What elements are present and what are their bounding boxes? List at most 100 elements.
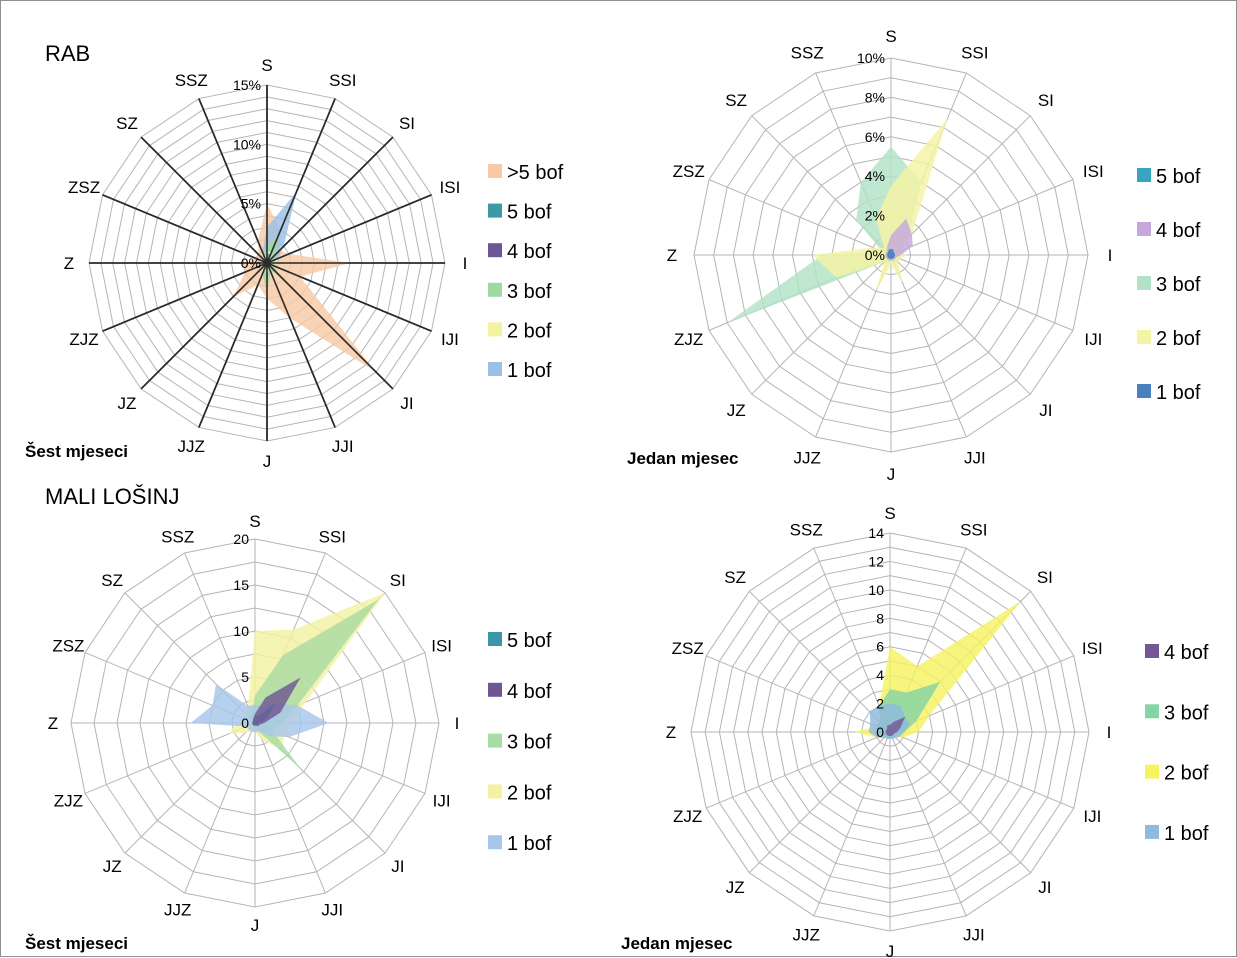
tick-label: 15 bbox=[233, 577, 249, 593]
tick-label: 6 bbox=[876, 639, 884, 655]
legend-label-4-bof: 4 bof bbox=[1156, 220, 1201, 242]
legend-label-1-bof: 1 bof bbox=[507, 360, 552, 382]
legend-swatch-2-bof bbox=[1137, 330, 1151, 344]
legend-swatch-2-bof bbox=[1145, 764, 1159, 779]
direction-label-ssi: SSI bbox=[329, 71, 356, 90]
direction-label-z: Z bbox=[666, 723, 676, 742]
legend-label-5-bof: 5 bof bbox=[507, 202, 552, 224]
tick-label: 4% bbox=[865, 168, 885, 184]
direction-label-iji: IJI bbox=[433, 791, 451, 810]
radial-spoke bbox=[889, 731, 967, 917]
radial-spoke bbox=[751, 254, 892, 395]
legend-swatch-4-bof bbox=[488, 682, 502, 697]
radial-spoke-overlay bbox=[102, 194, 268, 264]
direction-label-jjz: JJZ bbox=[164, 901, 191, 920]
radial-spoke bbox=[184, 722, 256, 894]
legend-swatch-1-bof bbox=[1145, 824, 1159, 839]
legend-swatch-5-bof bbox=[1137, 168, 1151, 182]
legend-swatch-3-bof bbox=[488, 733, 502, 748]
series-area-4-bof bbox=[252, 677, 301, 727]
tick-label: 2% bbox=[865, 208, 885, 224]
radial-spoke bbox=[84, 722, 256, 794]
direction-label-z: Z bbox=[64, 254, 74, 273]
radial-spoke bbox=[124, 722, 256, 854]
direction-label-si: SI bbox=[390, 571, 406, 590]
direction-label-s: S bbox=[249, 512, 260, 531]
direction-label-ssz: SSZ bbox=[161, 527, 194, 546]
tick-label: 5% bbox=[241, 196, 261, 212]
radial-spoke-overlay bbox=[266, 262, 394, 390]
legend-label-3-bof: 3 bof bbox=[1156, 274, 1201, 296]
legend-swatch-5-bof bbox=[488, 632, 502, 646]
direction-label-iji: IJI bbox=[1083, 807, 1101, 826]
direction-label-jji: JJI bbox=[321, 901, 343, 920]
legend-swatch-4-bof bbox=[1145, 644, 1159, 658]
direction-label-sz: SZ bbox=[116, 114, 138, 133]
radial-spoke-overlay bbox=[266, 136, 394, 264]
radial-spoke bbox=[705, 731, 891, 809]
tick-label: 8 bbox=[876, 610, 884, 626]
tick-label: 0% bbox=[865, 247, 885, 263]
radial-spoke-overlay bbox=[198, 98, 268, 264]
radial-spoke-overlay bbox=[102, 262, 268, 332]
section-title-rab: RAB bbox=[45, 41, 90, 66]
legend-label-1-bof: 1 bof bbox=[1164, 823, 1209, 845]
direction-label-s: S bbox=[884, 504, 895, 523]
period-label-rab-one-month: Jedan mjesec bbox=[627, 449, 739, 468]
legend-label-1-bof: 1 bof bbox=[507, 833, 552, 855]
direction-label-zsz: ZSZ bbox=[672, 639, 704, 658]
radial-spoke bbox=[890, 254, 967, 438]
tick-label: 10% bbox=[233, 136, 261, 152]
legend-label-2-bof: 2 bof bbox=[507, 782, 552, 804]
direction-label-iji: IJI bbox=[1084, 330, 1102, 349]
direction-label-i: I bbox=[1108, 246, 1113, 265]
direction-label-si: SI bbox=[1037, 568, 1053, 587]
wind-rose-chart-2: 0% 2% 4% 6% 8% 10%S SSI SI ISI I IJI JI JJI J JJZ JZ ZJZ… bbox=[667, 27, 1201, 484]
legend-swatch-2-bof bbox=[488, 784, 502, 799]
tick-label: 2 bbox=[876, 696, 884, 712]
direction-label-zsz: ZSZ bbox=[52, 637, 84, 656]
legend-swatch-1-bof bbox=[1137, 384, 1151, 398]
radial-spoke-overlay bbox=[140, 262, 268, 390]
radial-spoke bbox=[890, 115, 1031, 256]
direction-label-isi: ISI bbox=[431, 637, 452, 656]
legend-label-2-bof: 2 bof bbox=[507, 320, 552, 342]
direction-label-jz: JZ bbox=[118, 394, 137, 413]
direction-label-i: I bbox=[1107, 723, 1112, 742]
legend-swatch-1-bof bbox=[488, 835, 502, 850]
tick-label: 10 bbox=[868, 582, 884, 598]
series-area-2-bof bbox=[812, 118, 948, 292]
direction-label-jjz: JJZ bbox=[178, 437, 205, 456]
legend-swatch-4-bof bbox=[1137, 222, 1151, 236]
wind-rose-chart-4: 0 2 4 6 8 10 12 14S SSI SI ISI I IJI JI JJI J JJZ JZ ZJZ Z Z… bbox=[666, 504, 1209, 958]
wind-rose-chart-3: 0 5 10 15 20S SSI SI ISI I IJI JI JJI J JJZ JZ ZJZ Z ZSZ S… bbox=[48, 512, 552, 935]
direction-label-zjz: ZJZ bbox=[69, 330, 98, 349]
legend-swatch-3-bof bbox=[1137, 276, 1151, 290]
radial-spoke bbox=[184, 552, 256, 724]
tick-label: 5 bbox=[241, 669, 249, 685]
legend-swatch-3-bof bbox=[488, 282, 502, 297]
direction-label-s: S bbox=[261, 56, 272, 75]
direction-label-iji: IJI bbox=[441, 330, 459, 349]
series-area-1-bof bbox=[887, 249, 895, 259]
legend-swatch-gt5-bof bbox=[488, 164, 502, 178]
radial-spoke-overlay bbox=[266, 262, 432, 332]
legend-swatch-1-bof bbox=[488, 362, 502, 376]
tick-label: 6% bbox=[865, 129, 885, 145]
radial-spoke-overlay bbox=[266, 194, 432, 264]
direction-label-ji: JI bbox=[400, 394, 413, 413]
radial-spoke bbox=[705, 655, 891, 733]
direction-label-ssz: SSZ bbox=[791, 44, 824, 63]
radial-spoke bbox=[889, 731, 1075, 809]
direction-label-si: SI bbox=[1038, 91, 1054, 110]
direction-label-jz: JZ bbox=[103, 857, 122, 876]
legend-label-3-bof: 3 bof bbox=[1164, 702, 1209, 724]
legend-swatch-4-bof bbox=[488, 243, 502, 258]
legend-label-2-bof: 2 bof bbox=[1156, 328, 1201, 350]
tick-label: 10 bbox=[233, 623, 249, 639]
direction-label-ji: JI bbox=[1039, 401, 1052, 420]
legend-label-1-bof: 1 bof bbox=[1156, 382, 1201, 404]
legend-label-2-bof: 2 bof bbox=[1164, 763, 1209, 785]
legend-label-5-bof: 5 bof bbox=[507, 630, 552, 652]
direction-label-ssi: SSI bbox=[319, 527, 346, 546]
